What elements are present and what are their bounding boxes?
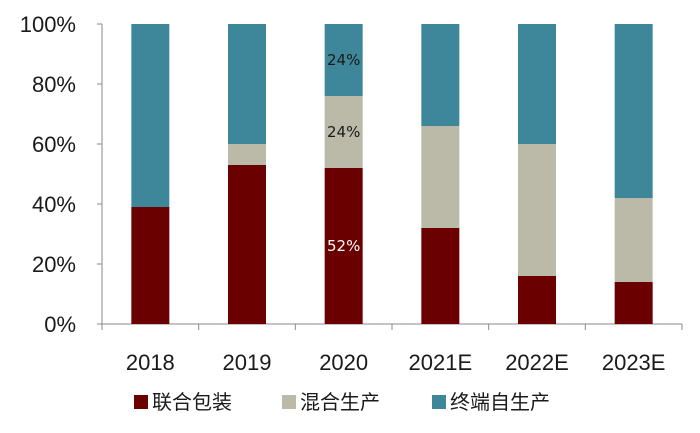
bar-segment-2020-0 bbox=[324, 168, 363, 324]
bar-segment-2022E-2 bbox=[518, 24, 556, 144]
legend-swatch bbox=[134, 395, 148, 409]
data-label: 24% bbox=[327, 51, 360, 69]
bar-segment-2020-2 bbox=[324, 24, 363, 96]
y-axis: 0% 20% 40% 60% 80% 100% bbox=[20, 12, 103, 337]
bar-segment-2022E-0 bbox=[518, 276, 556, 324]
y-tick-label: 40% bbox=[32, 192, 76, 217]
bar-segment-2019-0 bbox=[228, 165, 266, 324]
y-tick-label: 100% bbox=[20, 12, 76, 37]
bar-segment-2019-2 bbox=[228, 24, 266, 144]
x-tick-label: 2021E bbox=[409, 350, 473, 375]
y-tick-label: 80% bbox=[32, 72, 76, 97]
bar-segment-2018-2 bbox=[131, 24, 170, 207]
bar-segment-2019-1 bbox=[228, 144, 266, 165]
legend-label: 联合包装 bbox=[152, 390, 232, 414]
legend-swatch bbox=[282, 395, 296, 409]
bar-segment-2023E-1 bbox=[614, 198, 653, 282]
bars-group bbox=[131, 24, 653, 324]
x-axis: 2018 2019 2020 2021E 2022E 2023E bbox=[101, 323, 683, 375]
bar-segment-2023E-2 bbox=[614, 24, 653, 198]
bar-segment-2022E-1 bbox=[518, 144, 556, 276]
data-labels-group: 52% 24% 24% bbox=[327, 51, 360, 255]
x-tick-label: 2018 bbox=[126, 350, 175, 375]
x-tick-label: 2023E bbox=[602, 350, 666, 375]
bar-segment-2021E-1 bbox=[421, 126, 460, 228]
y-tick-label: 60% bbox=[32, 132, 76, 157]
bar-segment-2021E-2 bbox=[421, 24, 460, 126]
legend-swatch bbox=[432, 395, 446, 409]
legend: 联合包装 混合生产 终端自生产 bbox=[134, 390, 550, 414]
y-tick-label: 0% bbox=[44, 312, 76, 337]
legend-label: 终端自生产 bbox=[450, 390, 550, 414]
bar-segment-2023E-0 bbox=[614, 282, 653, 324]
x-tick-label: 2019 bbox=[223, 350, 272, 375]
bar-segment-2018-0 bbox=[131, 207, 170, 324]
x-tick-label: 2020 bbox=[319, 350, 368, 375]
y-tick-label: 20% bbox=[32, 252, 76, 277]
data-label: 52% bbox=[327, 237, 360, 255]
x-tick-label: 2022E bbox=[505, 350, 569, 375]
bar-segment-2020-1 bbox=[324, 96, 363, 168]
legend-label: 混合生产 bbox=[300, 390, 380, 414]
data-label: 24% bbox=[327, 123, 360, 141]
bar-segment-2021E-0 bbox=[421, 228, 460, 324]
